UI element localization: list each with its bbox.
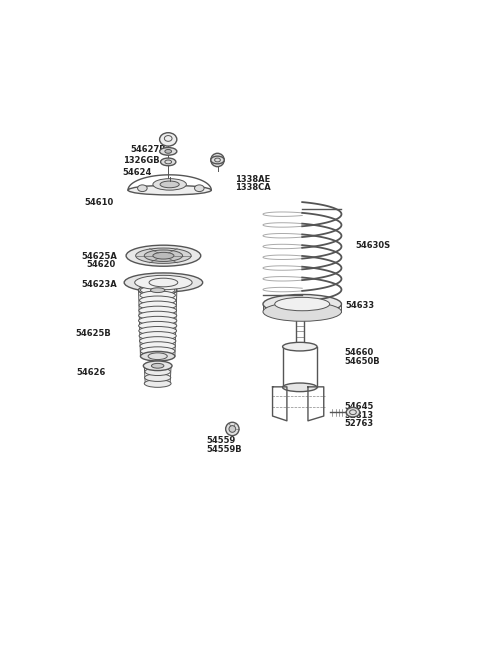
Ellipse shape xyxy=(139,316,177,325)
Text: 54625A: 54625A xyxy=(81,252,117,261)
Ellipse shape xyxy=(263,295,341,314)
Text: 54559: 54559 xyxy=(206,436,236,445)
Text: 54626: 54626 xyxy=(76,369,106,377)
Ellipse shape xyxy=(194,185,204,191)
Text: 54624: 54624 xyxy=(123,168,152,177)
Text: 54610: 54610 xyxy=(84,198,114,206)
Ellipse shape xyxy=(141,352,175,361)
Ellipse shape xyxy=(141,286,175,295)
Ellipse shape xyxy=(160,181,179,188)
Text: 1338CA: 1338CA xyxy=(235,183,271,192)
Text: 1338AE: 1338AE xyxy=(235,175,270,183)
Ellipse shape xyxy=(139,326,177,335)
Text: 54633: 54633 xyxy=(345,301,374,310)
Ellipse shape xyxy=(144,374,171,381)
Ellipse shape xyxy=(141,347,175,356)
Text: 52813: 52813 xyxy=(344,411,373,420)
Text: 54650B: 54650B xyxy=(344,356,380,365)
Text: 1326GB: 1326GB xyxy=(123,157,159,166)
Ellipse shape xyxy=(283,383,317,392)
Ellipse shape xyxy=(263,302,341,322)
Ellipse shape xyxy=(139,331,176,340)
Text: 54623A: 54623A xyxy=(81,280,117,289)
Text: 54660: 54660 xyxy=(344,348,373,357)
Ellipse shape xyxy=(135,275,192,290)
Ellipse shape xyxy=(151,288,165,293)
Ellipse shape xyxy=(136,248,191,263)
Ellipse shape xyxy=(145,362,170,369)
Ellipse shape xyxy=(145,368,170,375)
Ellipse shape xyxy=(165,149,171,153)
Ellipse shape xyxy=(160,158,176,166)
Ellipse shape xyxy=(139,322,177,330)
Ellipse shape xyxy=(126,245,201,266)
Ellipse shape xyxy=(283,343,317,351)
Text: 54630S: 54630S xyxy=(355,240,390,250)
Ellipse shape xyxy=(144,380,171,387)
Ellipse shape xyxy=(140,337,176,345)
Ellipse shape xyxy=(275,297,330,310)
Ellipse shape xyxy=(138,185,147,191)
Ellipse shape xyxy=(153,179,186,190)
Text: 54625B: 54625B xyxy=(75,329,110,338)
Ellipse shape xyxy=(346,407,360,417)
Text: 54559B: 54559B xyxy=(206,445,242,454)
Ellipse shape xyxy=(211,156,224,164)
Ellipse shape xyxy=(139,284,177,296)
Ellipse shape xyxy=(139,301,176,310)
Ellipse shape xyxy=(140,296,176,305)
Ellipse shape xyxy=(140,291,175,299)
Circle shape xyxy=(211,153,224,166)
Ellipse shape xyxy=(128,185,211,195)
Ellipse shape xyxy=(124,273,203,292)
Ellipse shape xyxy=(140,342,175,350)
Ellipse shape xyxy=(144,361,172,371)
Text: 54645: 54645 xyxy=(344,402,374,411)
Text: 54627B: 54627B xyxy=(130,145,166,154)
Ellipse shape xyxy=(139,306,177,315)
Ellipse shape xyxy=(153,252,174,259)
Ellipse shape xyxy=(144,250,182,261)
Ellipse shape xyxy=(159,147,177,155)
Ellipse shape xyxy=(152,364,164,368)
Circle shape xyxy=(229,426,236,432)
Ellipse shape xyxy=(139,311,177,320)
Text: 52763: 52763 xyxy=(344,419,373,428)
Text: 54620: 54620 xyxy=(86,260,115,269)
Ellipse shape xyxy=(159,133,177,146)
Circle shape xyxy=(226,422,239,436)
